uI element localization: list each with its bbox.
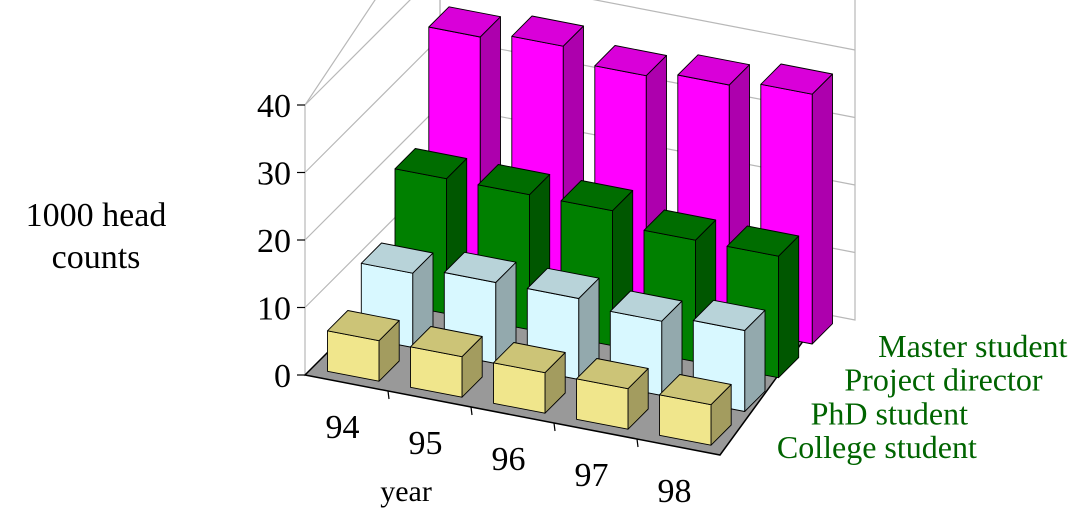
bar-top [443, 251, 517, 283]
bar-top [493, 342, 566, 374]
bar-top [692, 299, 766, 331]
bar [493, 342, 566, 414]
series-label: PhD student [811, 395, 968, 431]
bar-top [643, 209, 717, 241]
bar [576, 358, 649, 430]
bar-top [394, 148, 468, 180]
bar-top [428, 6, 501, 38]
bar-top [360, 242, 434, 274]
bar-top [477, 164, 551, 196]
x-axis-title: year [380, 475, 432, 508]
bar-top [410, 326, 483, 358]
bar-top [609, 290, 683, 322]
bar [410, 326, 483, 398]
bar-top [594, 45, 667, 77]
bar [659, 374, 732, 446]
y-tick-label: 30 [257, 156, 291, 193]
bar-top [576, 358, 649, 390]
gridline [304, 0, 856, 106]
y-axis-title-line-2: counts [52, 239, 141, 276]
y-axis-title-line-1: 1000 head [26, 197, 167, 234]
series-label: Master student [878, 328, 1067, 364]
y-tick-label: 20 [257, 223, 291, 260]
bar-top [677, 54, 750, 86]
x-tick-mark [636, 438, 639, 448]
bar-top [659, 374, 732, 406]
bar-top [526, 267, 600, 299]
bars [327, 6, 833, 446]
bar-top [760, 63, 833, 95]
x-tick-label: 97 [575, 457, 609, 494]
y-tick-label: 40 [257, 88, 291, 125]
bar-side [778, 235, 800, 379]
y-tick-label: 0 [274, 358, 291, 395]
bar-side [811, 73, 833, 345]
bar-top [511, 15, 584, 47]
y-axis: 0 10 20 30 40 [257, 88, 305, 395]
x-tick-mark [470, 406, 473, 416]
series-label: College student [777, 429, 977, 465]
x-tick-label: 94 [326, 409, 360, 446]
x-tick-label: 98 [658, 473, 692, 508]
x-tick-mark [553, 422, 556, 432]
series-college-student [327, 310, 732, 446]
series-label: Project director [844, 362, 1042, 398]
x-tick-label: 95 [409, 425, 443, 462]
x-tick-label: 96 [492, 441, 526, 478]
bar [327, 310, 400, 382]
bar-top [726, 225, 800, 257]
y-tick-label: 10 [257, 291, 291, 328]
bar-top [560, 180, 634, 212]
x-tick-mark [387, 390, 390, 400]
bar-top [327, 310, 400, 342]
x-axis: 94 95 96 97 98 [326, 390, 692, 508]
